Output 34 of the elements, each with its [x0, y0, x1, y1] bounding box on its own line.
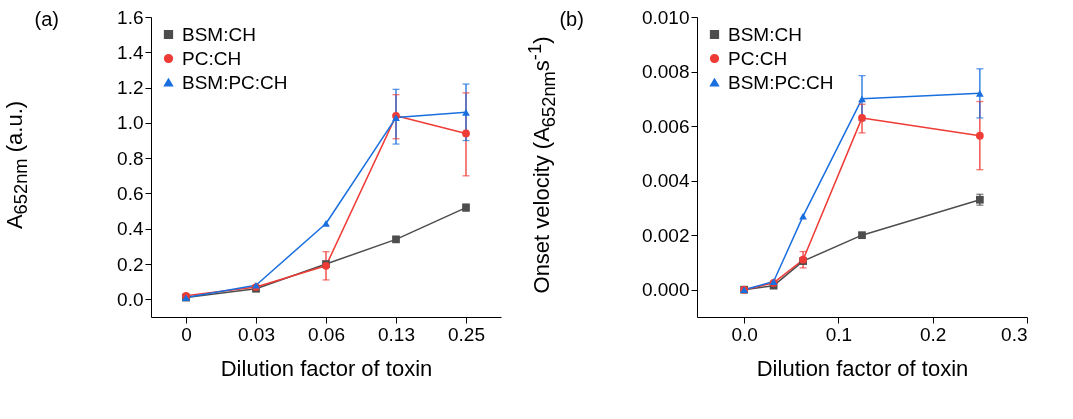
y-tick-label: 1.4	[117, 41, 144, 63]
x-tick-label: 0.1	[825, 323, 853, 345]
x-tick-label: 0.06	[308, 323, 345, 345]
x-tick-label: 0.25	[448, 323, 485, 345]
legend-label: BSM:CH	[728, 23, 802, 45]
y-tick-label: 0.2	[117, 253, 144, 275]
y-tick-label: 0.6	[117, 182, 144, 204]
y-tick-label: 0.0	[117, 288, 144, 310]
y-tick-label: 0.4	[117, 218, 144, 240]
legend-label: PC:CH	[728, 47, 788, 69]
y-tick-label: 0.010	[641, 6, 690, 28]
y-tick-label: 1.2	[117, 77, 144, 99]
x-tick-label: 0.13	[378, 323, 415, 345]
x-tick-label: 0.0	[731, 323, 758, 345]
y-tick-label: 0.004	[641, 170, 690, 192]
x-axis-title: Dilution factor of toxin	[220, 355, 433, 381]
chart-title: (b)	[559, 8, 584, 30]
y-tick-label: 0.008	[641, 61, 690, 83]
chart-title: (a)	[34, 8, 60, 30]
y-tick-label: 0.002	[641, 224, 690, 246]
x-tick-label: 0.2	[920, 323, 947, 345]
x-axis-title: Dilution factor of toxin	[756, 355, 969, 381]
y-tick-label: 0.8	[117, 147, 144, 169]
x-tick-label: 0	[181, 323, 192, 345]
y-tick-label: 0.000	[641, 279, 690, 301]
legend-label: BSM:PC:CH	[728, 71, 834, 93]
y-tick-label: 1.0	[117, 112, 144, 134]
legend-label: BSM:PC:CH	[182, 71, 288, 93]
legend-label: BSM:CH	[182, 23, 256, 45]
y-tick-label: 0.006	[641, 115, 690, 137]
y-tick-label: 1.6	[117, 6, 144, 28]
legend-label: PC:CH	[182, 47, 242, 69]
x-tick-label: 0.03	[238, 323, 275, 345]
x-tick-label: 0.3	[1001, 323, 1028, 345]
